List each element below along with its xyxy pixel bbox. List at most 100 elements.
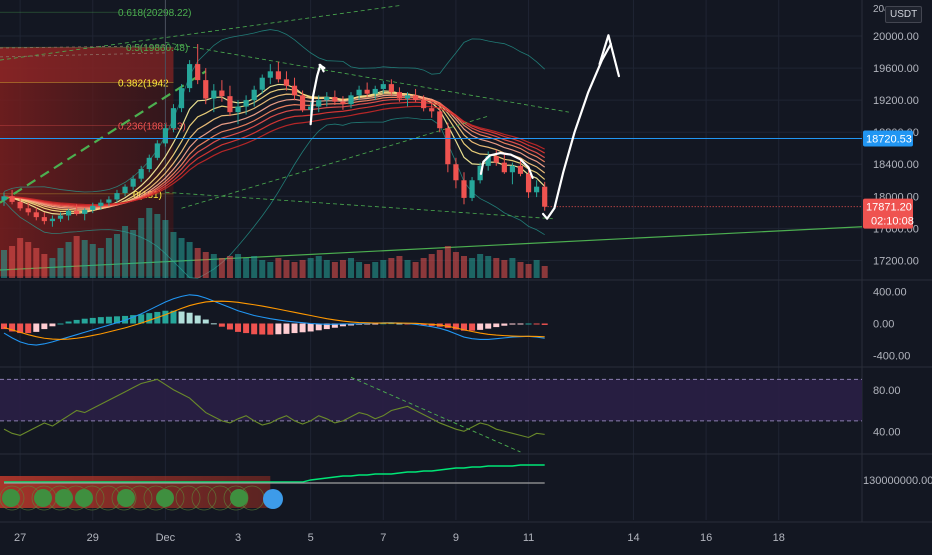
candle[interactable]	[57, 212, 64, 222]
candle[interactable]	[380, 80, 386, 94]
candle[interactable]	[65, 209, 72, 221]
candle[interactable]	[25, 202, 31, 216]
candle[interactable]	[211, 84, 217, 113]
candle[interactable]	[203, 68, 209, 105]
candle[interactable]	[195, 44, 201, 85]
candle-body	[461, 180, 467, 198]
candle[interactable]	[130, 175, 136, 190]
volume-bar	[380, 260, 387, 278]
candle[interactable]	[1, 192, 7, 206]
candle[interactable]	[356, 85, 362, 101]
volume-pane[interactable]	[0, 464, 545, 511]
time-axis[interactable]: 27 29 Dec 3 5 7 9 11 14 16 18	[14, 532, 785, 544]
candle[interactable]	[251, 85, 257, 107]
candle-body	[114, 193, 120, 200]
candle[interactable]	[227, 85, 233, 117]
candle[interactable]	[283, 71, 290, 91]
date-tick-label: 29	[87, 532, 99, 544]
candle[interactable]	[485, 151, 491, 171]
candle[interactable]	[178, 84, 185, 113]
candle[interactable]	[187, 60, 193, 93]
rsi-pane[interactable]	[0, 376, 862, 453]
candle[interactable]	[348, 92, 354, 109]
candle[interactable]	[106, 196, 112, 206]
macd-histogram-bar	[331, 323, 338, 328]
cursor-price-value: 18720.53	[866, 134, 912, 146]
candle[interactable]	[372, 85, 378, 101]
candle[interactable]	[461, 172, 467, 205]
volume-bar	[89, 244, 96, 278]
candle-body	[106, 199, 112, 203]
candle[interactable]	[542, 181, 548, 211]
signal-circle-outline	[111, 485, 137, 511]
macd-histogram-bar	[57, 323, 64, 325]
candle[interactable]	[219, 80, 225, 102]
cursor-price-tag[interactable]: 18720.53	[863, 130, 913, 147]
candle[interactable]	[138, 165, 144, 182]
candle[interactable]	[90, 202, 96, 214]
candle[interactable]	[453, 157, 459, 189]
candle[interactable]	[243, 95, 249, 115]
candle[interactable]	[525, 165, 532, 198]
candle[interactable]	[146, 154, 152, 173]
candle[interactable]	[170, 104, 177, 133]
candle[interactable]	[493, 149, 499, 166]
volume-bar	[356, 262, 363, 278]
candle[interactable]	[437, 106, 443, 133]
ema-ribbon-line	[3, 88, 546, 213]
candle[interactable]	[469, 177, 475, 202]
candle-body	[130, 178, 136, 187]
candle[interactable]	[82, 208, 88, 221]
candle[interactable]	[534, 180, 540, 198]
candle[interactable]	[429, 101, 435, 118]
candle[interactable]	[396, 87, 403, 102]
price-tick-label: 18400.00	[873, 159, 919, 171]
candle[interactable]	[41, 212, 47, 225]
candle[interactable]	[49, 215, 56, 227]
date-tick-label: 3	[235, 532, 241, 544]
candle[interactable]	[259, 74, 265, 94]
price-pane[interactable]: 0.618(20298.22) 0.5(19860.48) 0.382(1942 0.…	[0, 0, 863, 279]
date-tick-label: 11	[523, 532, 534, 544]
candle[interactable]	[364, 82, 370, 97]
candle[interactable]	[340, 96, 346, 110]
current-price-tag[interactable]: 17871.20 02:10:08	[863, 198, 914, 229]
volume-bar	[412, 262, 419, 278]
candle[interactable]	[509, 162, 516, 185]
candle[interactable]	[332, 90, 338, 105]
candle[interactable]	[74, 204, 80, 216]
candle[interactable]	[501, 154, 507, 174]
candle[interactable]	[445, 122, 451, 173]
candle[interactable]	[33, 207, 39, 221]
candle[interactable]	[421, 95, 427, 112]
candle[interactable]	[122, 184, 128, 197]
macd-pane[interactable]	[1, 294, 548, 346]
candle[interactable]	[291, 77, 298, 101]
candle[interactable]	[154, 140, 160, 161]
currency-badge[interactable]: USDT	[885, 6, 923, 23]
macd-histogram-bar	[267, 323, 274, 335]
current-price-value: 17871.20	[866, 202, 912, 214]
current-price-tag-bg	[863, 198, 913, 229]
candle[interactable]	[388, 79, 394, 96]
candle[interactable]	[412, 88, 419, 102]
price-axis[interactable]: 17200.0017600.0018000.0018400.0018800.00…	[863, 31, 932, 487]
candle[interactable]	[98, 199, 104, 210]
candle[interactable]	[114, 189, 120, 203]
candle[interactable]	[17, 197, 23, 211]
candle[interactable]	[404, 92, 411, 107]
candle[interactable]	[9, 189, 15, 205]
candle[interactable]	[235, 100, 241, 125]
hand-drawn-arrow-large-head	[598, 34, 621, 78]
candle[interactable]	[162, 124, 168, 147]
volume-bar	[97, 248, 104, 278]
candle[interactable]	[299, 90, 306, 113]
macd-signal-line	[3, 300, 545, 341]
volume-bar	[65, 242, 72, 278]
candle[interactable]	[275, 61, 281, 83]
candle[interactable]	[267, 64, 273, 85]
candle[interactable]	[316, 95, 322, 113]
candle[interactable]	[324, 92, 330, 107]
